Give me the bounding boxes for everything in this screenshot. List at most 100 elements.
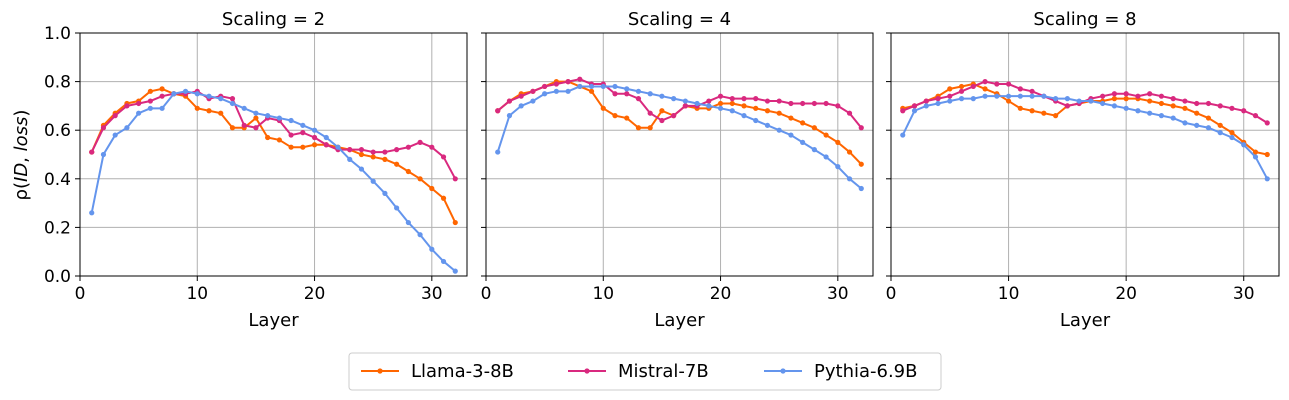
data-point [717, 93, 724, 99]
data-point [800, 139, 806, 145]
data-point [1194, 100, 1200, 107]
data-point [206, 108, 212, 114]
data-point [1241, 142, 1247, 148]
x-tick-label: 20 [710, 284, 732, 304]
data-point [370, 149, 376, 155]
data-point [147, 105, 153, 111]
legend-entry-pythia-6-9b: Pythia-6.9B [764, 361, 917, 382]
data-point [147, 88, 153, 94]
data-point [624, 91, 630, 97]
x-tick-label: 30 [1233, 284, 1255, 304]
data-point [612, 91, 618, 97]
data-point [811, 125, 817, 131]
x-tick-label: 0 [886, 284, 897, 304]
data-point [159, 93, 165, 99]
y-tick-label: 0.2 [44, 218, 71, 238]
data-point [788, 100, 794, 107]
data-point [729, 108, 735, 114]
data-point [1194, 122, 1200, 128]
panel-1: 0 10 20 30 0.0 0.2 0.4 0.6 0.8 1.0 Scaling = 2 Laye… [44, 9, 468, 331]
y-tick-label: 1.0 [44, 24, 71, 44]
data-point [659, 93, 665, 99]
data-point [288, 117, 294, 124]
data-point [994, 93, 1000, 99]
data-point [1076, 98, 1082, 104]
data-point [159, 105, 165, 111]
data-point [565, 79, 571, 85]
data-point [417, 232, 423, 238]
data-point [1029, 88, 1035, 94]
data-point [846, 149, 853, 155]
data-point [970, 83, 976, 90]
data-point [1005, 98, 1012, 104]
data-point [776, 110, 782, 116]
data-point [276, 115, 282, 121]
data-point [311, 127, 318, 133]
x-tick-label: 0 [481, 284, 492, 304]
data-point [923, 98, 929, 104]
data-point [1029, 93, 1035, 99]
data-point [823, 132, 829, 138]
data-point [1064, 103, 1070, 109]
data-point [800, 120, 806, 126]
data-point [811, 147, 817, 153]
data-point [136, 100, 142, 107]
data-point [1005, 81, 1012, 87]
legend: Llama-3-8B Mistral-7B Pythia-6.9B [348, 352, 942, 391]
data-point [1053, 96, 1059, 102]
legend-entry-llama-3-8b: Llama-3-8B [361, 361, 514, 382]
data-point [1123, 91, 1129, 97]
series-line-pythia-6-9b [901, 95, 1269, 180]
data-point [370, 154, 376, 160]
y-tick-label: 0.8 [44, 73, 71, 93]
data-point [835, 139, 841, 145]
data-point [495, 108, 501, 114]
data-point [935, 100, 941, 107]
data-point [911, 108, 918, 114]
data-point [171, 91, 177, 97]
legend-swatch-marker [377, 368, 383, 374]
data-point [265, 113, 271, 119]
data-point [194, 105, 200, 111]
x-tick-label: 0 [75, 284, 86, 304]
data-point [1158, 113, 1165, 119]
y-tick-label: 0.6 [44, 121, 71, 141]
data-point [982, 93, 988, 99]
data-point [1252, 113, 1259, 119]
data-point [100, 151, 107, 158]
data-point [1205, 115, 1212, 121]
x-tick-label: 30 [421, 284, 443, 304]
legend-label: Llama-3-8B [411, 361, 514, 382]
data-point [947, 93, 953, 99]
data-point [1135, 93, 1141, 99]
data-point [717, 105, 724, 111]
data-point [311, 134, 318, 141]
data-point [417, 176, 423, 182]
data-point [647, 125, 653, 131]
data-point [935, 96, 941, 102]
x-tick-label: 30 [827, 284, 849, 304]
data-point [112, 132, 118, 138]
data-point [1017, 93, 1023, 99]
data-point [1264, 151, 1270, 158]
data-point [358, 151, 365, 158]
data-point [982, 86, 988, 92]
data-point [1135, 108, 1141, 114]
data-point [394, 161, 400, 167]
plot-frame [485, 32, 874, 277]
y-axis-label: ρ(ID, loss) [11, 110, 32, 201]
data-point [506, 98, 513, 104]
data-point [753, 117, 759, 124]
data-point [382, 149, 388, 155]
data-point [323, 134, 329, 141]
data-point [846, 110, 853, 116]
data-point [358, 147, 365, 153]
legend-entry-mistral-7b: Mistral-7B [568, 361, 709, 382]
data-point [958, 96, 965, 102]
data-point [577, 76, 583, 82]
data-point [776, 98, 782, 104]
data-point [982, 79, 988, 85]
y-axis-label-text: ρ(ID, loss) [11, 110, 32, 201]
data-point [1217, 130, 1223, 136]
data-point [635, 96, 642, 102]
